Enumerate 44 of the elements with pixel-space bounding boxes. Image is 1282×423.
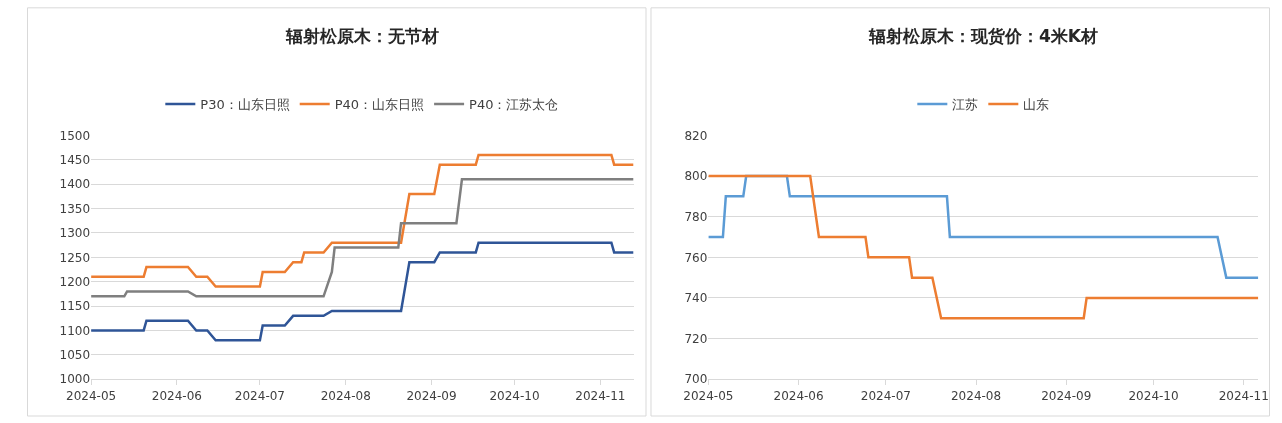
x-tick-label: 2024-08 xyxy=(320,388,371,403)
line-series xyxy=(91,241,634,342)
line-series xyxy=(91,178,634,298)
x-tick-label: 2024-05 xyxy=(683,388,734,403)
legend-label: P40：山东日照 xyxy=(334,97,425,113)
chart-title: 辐射松原木：无节材 xyxy=(285,26,439,46)
line-series xyxy=(708,174,1259,320)
x-tick-label: 2024-06 xyxy=(773,388,824,403)
y-tick-label: 1350 xyxy=(59,201,91,216)
y-tick-label: 1050 xyxy=(59,348,91,363)
x-tick-label: 2024-10 xyxy=(1128,388,1179,403)
x-tick-label: 2024-11 xyxy=(1218,388,1269,403)
y-tick-label: 800 xyxy=(684,169,708,184)
y-tick-label: 1300 xyxy=(59,226,91,241)
y-tick-label: 1150 xyxy=(59,299,91,314)
y-tick-label: 1450 xyxy=(59,153,91,168)
x-tick-label: 2024-08 xyxy=(950,388,1002,403)
line-series xyxy=(91,153,634,288)
y-tick-label: 760 xyxy=(684,250,708,265)
y-tick-label: 700 xyxy=(684,372,708,387)
y-tick-label: 1000 xyxy=(59,372,91,387)
line-series xyxy=(708,174,1259,279)
legend-label: 江苏 xyxy=(952,97,979,113)
legend-label: P40：江苏太仓 xyxy=(469,97,559,113)
x-tick-label: 2024-06 xyxy=(151,388,202,403)
y-tick-label: 1250 xyxy=(59,250,91,265)
y-tick-label: 820 xyxy=(684,128,708,143)
y-tick-label: 1500 xyxy=(59,128,91,143)
x-tick-label: 2024-07 xyxy=(234,388,285,403)
x-tick-label: 2024-07 xyxy=(860,388,911,403)
x-tick-label: 2024-10 xyxy=(489,388,540,403)
x-tick-label: 2024-05 xyxy=(66,388,117,403)
y-tick-label: 1400 xyxy=(59,177,91,192)
chart-title: 辐射松原木：现货价：4米K材 xyxy=(868,26,1099,46)
legend-label: 山东 xyxy=(1023,97,1050,113)
x-tick-label: 2024-09 xyxy=(406,388,457,403)
y-tick-label: 740 xyxy=(684,291,708,306)
y-tick-label: 780 xyxy=(684,209,708,224)
legend-label: P30：山东日照 xyxy=(200,97,290,113)
x-tick-label: 2024-11 xyxy=(575,388,626,403)
y-tick-label: 1200 xyxy=(59,274,91,289)
y-tick-label: 1100 xyxy=(59,323,91,338)
x-tick-label: 2024-09 xyxy=(1041,388,1092,403)
y-tick-label: 720 xyxy=(684,331,708,346)
